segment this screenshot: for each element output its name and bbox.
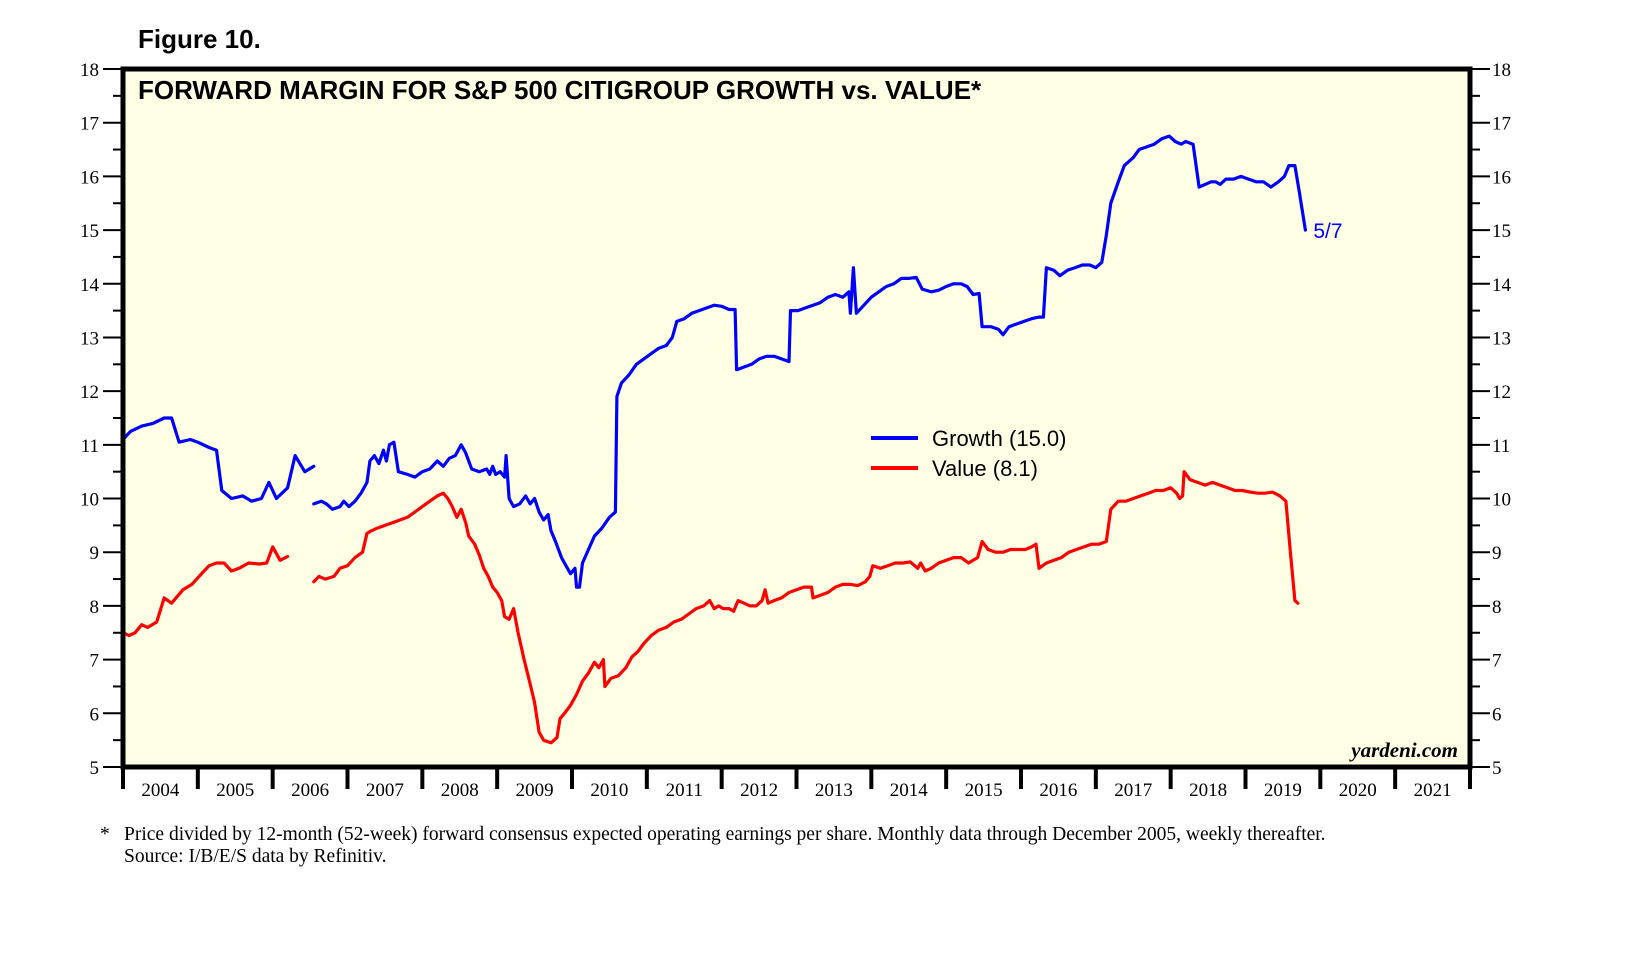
y-tick-label-left: 10	[80, 490, 99, 511]
y-tick-label-left: 5	[90, 758, 100, 779]
y-tick-label-right: 8	[1492, 597, 1502, 618]
x-tick-label: 2008	[441, 780, 479, 801]
y-tick-label-left: 14	[80, 275, 100, 296]
y-tick-label-left: 15	[80, 221, 99, 242]
x-tick-label: 2004	[141, 780, 180, 801]
y-tick-label-right: 11	[1492, 436, 1510, 457]
series-line-segment	[121, 545, 290, 638]
y-tick-label-left: 9	[90, 543, 100, 564]
series-value	[121, 470, 1300, 745]
x-tick-label: 2018	[1189, 780, 1227, 801]
y-tick-label-right: 18	[1492, 60, 1511, 81]
watermark: yardeni.com	[1348, 738, 1458, 762]
legend-label: Value (8.1)	[932, 456, 1038, 481]
x-tick-label: 2015	[965, 780, 1003, 801]
y-tick-label-right: 14	[1492, 275, 1512, 296]
x-tick-label: 2016	[1039, 780, 1077, 801]
y-tick-label-left: 8	[90, 597, 100, 618]
y-tick-label-right: 13	[1492, 328, 1511, 349]
y-tick-label-right: 5	[1492, 758, 1502, 779]
y-tick-label-left: 16	[80, 167, 99, 188]
series-line-segment	[121, 416, 316, 503]
series-growth	[121, 134, 1308, 589]
y-tick-label-right: 9	[1492, 543, 1502, 564]
y-tick-label-right: 17	[1492, 114, 1511, 135]
y-tick-label-left: 11	[81, 436, 99, 457]
series-layer	[121, 134, 1308, 745]
x-tick-label: 2011	[666, 780, 703, 801]
x-tick-label: 2007	[366, 780, 404, 801]
y-tick-label-right: 10	[1492, 490, 1511, 511]
x-tick-label: 2019	[1264, 780, 1302, 801]
x-tick-label: 2012	[740, 780, 778, 801]
x-tick-label: 2021	[1414, 780, 1452, 801]
footnote-line-2: Source: I/B/E/S data by Refinitiv.	[124, 846, 387, 867]
y-tick-label-right: 6	[1492, 704, 1502, 725]
y-tick-label-left: 18	[80, 60, 99, 81]
y-axis-right: 5 6 7 8 9 10 11 12 13 14 15 16 17 18	[1470, 60, 1512, 779]
figure-label: Figure 10.	[138, 24, 261, 54]
x-tick-label: 2014	[890, 780, 929, 801]
x-axis: 2004 2005 2006 2007 2008 2009 2010 2011 2012 2013…	[121, 767, 1472, 801]
chart-title: FORWARD MARGIN FOR S&P 500 CITIGROUP GRO…	[138, 75, 982, 105]
y-tick-label-left: 7	[90, 651, 100, 672]
footnote: * Price divided by 12-month (52-week) for…	[100, 824, 1326, 868]
x-tick-label: 2017	[1114, 780, 1152, 801]
end-date-label: 5/7	[1313, 220, 1342, 243]
y-tick-label-left: 6	[90, 704, 100, 725]
legend-label: Growth (15.0)	[932, 426, 1067, 451]
series-line-segment	[312, 470, 1300, 745]
x-tick-label: 2009	[516, 780, 554, 801]
plot-background	[123, 69, 1470, 767]
y-tick-label-right: 7	[1492, 651, 1502, 672]
x-tick-label: 2005	[216, 780, 254, 801]
series-line-segment	[312, 134, 1308, 589]
x-tick-label: 2006	[291, 780, 329, 801]
y-tick-label-right: 12	[1492, 382, 1511, 403]
y-tick-label-left: 12	[80, 382, 99, 403]
x-tick-label: 2013	[815, 780, 853, 801]
footnote-line-1: Price divided by 12-month (52-week) forw…	[124, 824, 1326, 845]
y-tick-label-right: 15	[1492, 221, 1511, 242]
y-tick-label-left: 13	[80, 328, 99, 349]
y-tick-label-right: 16	[1492, 167, 1511, 188]
legend: Growth (15.0) Value (8.1)	[871, 426, 1067, 481]
x-tick-label: 2020	[1339, 780, 1377, 801]
y-tick-label-left: 17	[80, 114, 99, 135]
footnote-marker: *	[100, 824, 110, 845]
y-axis-left: 5 6 7 8 9 10 11 12 13 14 15 16 17 18	[80, 60, 123, 779]
x-tick-label: 2010	[590, 780, 628, 801]
